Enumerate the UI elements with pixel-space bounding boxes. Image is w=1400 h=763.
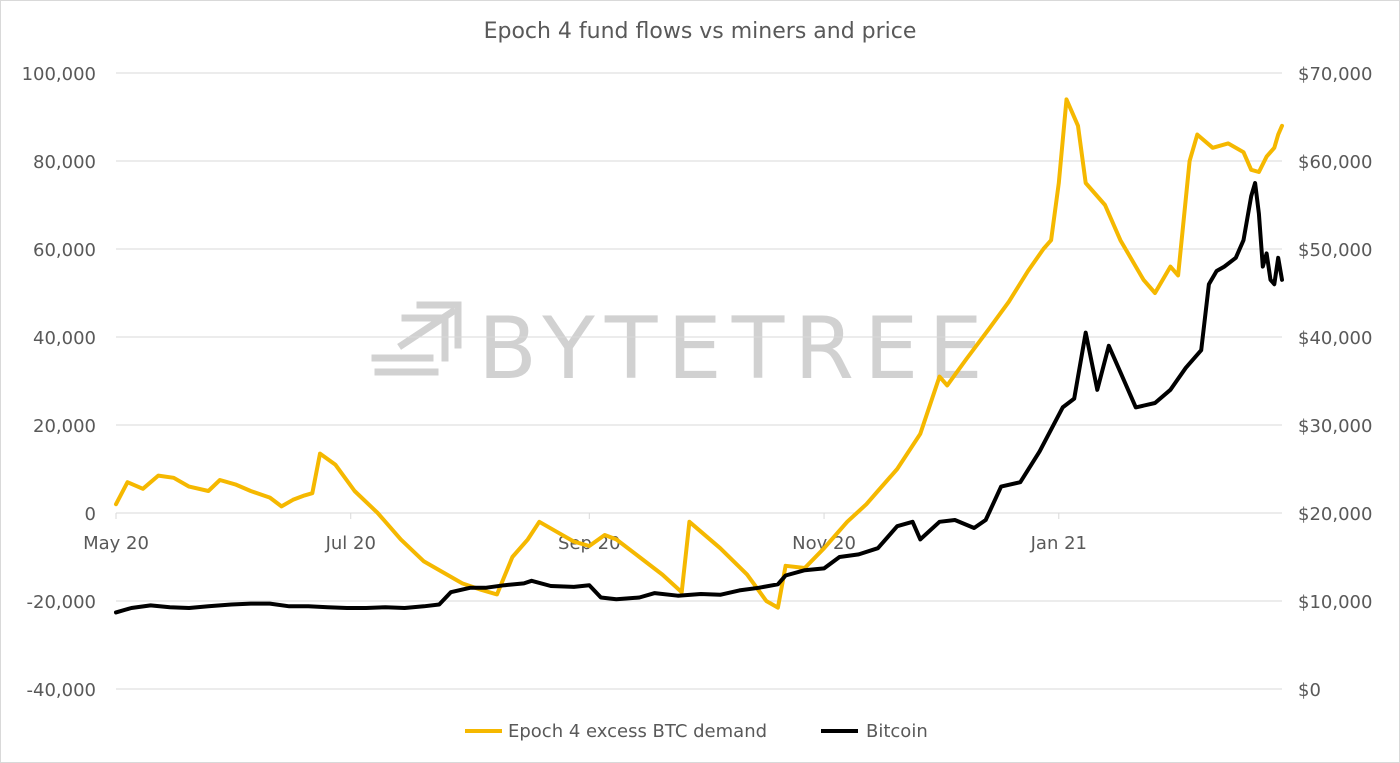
left-tick-label: 0 — [85, 504, 96, 525]
right-axis-ticks: $0 $10,000 $20,000 $30,000 $40,000 $50,000 $60… — [1298, 64, 1372, 701]
x-tick-label: Jan 21 — [1030, 533, 1087, 554]
right-tick-label: $40,000 — [1298, 328, 1372, 349]
right-tick-label: $0 — [1298, 680, 1321, 701]
series-line-bitcoin — [114, 181, 1284, 615]
legend-label-bitcoin: Bitcoin — [866, 721, 928, 742]
legend: Epoch 4 excess BTC demand Bitcoin — [465, 721, 928, 742]
left-tick-label: 40,000 — [33, 328, 96, 349]
x-tick-label: May 20 — [83, 533, 149, 554]
left-axis-ticks: -40,000 -20,000 0 20,000 40,000 60,000 80,000 1… — [22, 64, 96, 701]
bytetree-arrow-logo-icon — [371, 301, 462, 376]
x-tick-label: Sep 20 — [558, 533, 621, 554]
series-layer — [114, 97, 1284, 615]
left-tick-label: 20,000 — [33, 416, 96, 437]
grid-layer — [116, 72, 1282, 690]
right-tick-label: $70,000 — [1298, 64, 1372, 85]
left-tick-label: 80,000 — [33, 152, 96, 173]
x-axis-ticks: May 20 Jul 20 Sep 20 Nov 20 Jan 21 — [83, 513, 1087, 554]
chart-title: Epoch 4 fund flows vs miners and price — [484, 19, 917, 44]
right-tick-label: $50,000 — [1298, 240, 1372, 261]
right-tick-label: $20,000 — [1298, 504, 1372, 525]
left-tick-label: -40,000 — [27, 680, 96, 701]
left-tick-label: 60,000 — [33, 240, 96, 261]
right-tick-label: $10,000 — [1298, 592, 1372, 613]
left-tick-label: -20,000 — [27, 592, 96, 613]
watermark-text: BYTETREE — [478, 299, 993, 399]
x-tick-label: Nov 20 — [792, 533, 856, 554]
bytetree-watermark: BYTETREE — [371, 299, 993, 399]
x-tick-label: Jul 20 — [325, 533, 376, 554]
left-tick-label: 100,000 — [22, 64, 96, 85]
right-tick-label: $30,000 — [1298, 416, 1372, 437]
right-tick-label: $60,000 — [1298, 152, 1372, 173]
legend-label-excess-demand: Epoch 4 excess BTC demand — [508, 721, 767, 742]
